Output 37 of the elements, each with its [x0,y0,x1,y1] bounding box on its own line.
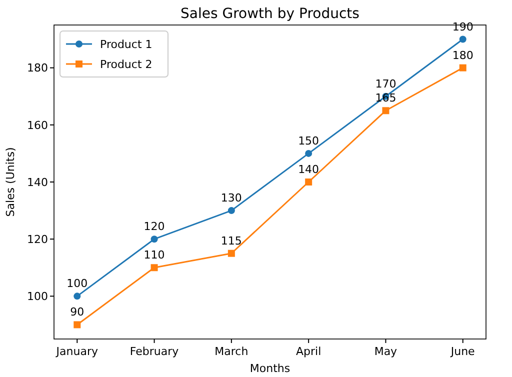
x-tick-label: June [450,345,476,358]
data-label: 130 [220,192,242,205]
y-tick-label: 140 [27,176,48,189]
point [150,264,158,272]
point [305,150,312,157]
x-tick-label: March [214,345,248,358]
data-label: 115 [220,234,242,248]
data-label: 110 [144,248,165,262]
point [459,36,466,43]
x-tick-label: May [374,345,398,358]
y-tick-label: 100 [27,290,48,304]
chart-title: Sales Growth by Products [180,6,360,22]
point [228,250,235,257]
y-axis-title: Sales (Units) [4,147,17,217]
data-label: 100 [66,277,88,290]
point [228,207,235,214]
point [382,107,390,114]
data-label: 120 [144,220,165,234]
point [150,236,158,243]
y-tick-label: 180 [27,62,48,75]
point [305,178,312,186]
x-axis-title: Months [250,362,290,375]
legend-label: Product 1 [100,38,152,51]
legend-label: Product 2 [100,58,152,71]
y-tick-label: 120 [27,232,48,246]
data-label: 180 [452,48,474,62]
data-label: 90 [70,306,84,319]
point [74,292,81,300]
y-tick-label: 160 [27,118,48,132]
data-label: 150 [298,134,320,148]
data-label: 170 [375,77,396,90]
x-tick-label: February [130,345,180,358]
x-tick-label: January [55,345,98,358]
point [459,64,466,72]
data-label: 140 [298,163,320,176]
x-tick-label: April [296,345,322,358]
point [74,321,81,328]
